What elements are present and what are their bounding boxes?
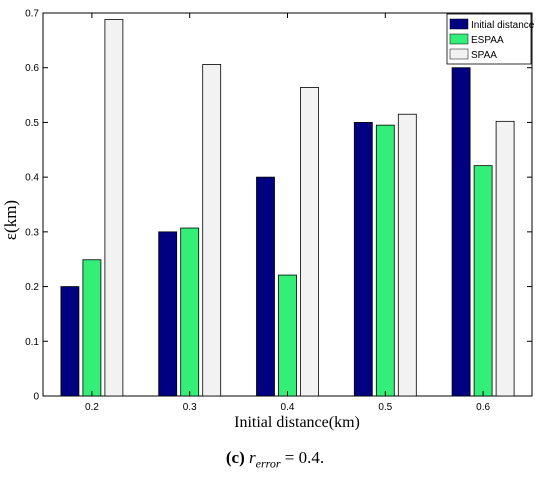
caption-subscript: error	[255, 456, 281, 471]
bar-initial-distance	[353, 122, 373, 397]
legend-label-spaa: SPAA	[471, 50, 497, 61]
x-tick-label: 0.4	[281, 402, 295, 413]
legend-swatch-initial-distance	[449, 18, 469, 30]
bar-espaa	[82, 259, 102, 397]
bar-spaa	[104, 19, 124, 397]
bar-chart: 0 0.1 0.2 0.3 0.4 0.5 0.6 0.7 0.2 0.3 0.4 0.5 0.6 I…	[1, 9, 535, 432]
y-axis-label: ε(km)	[1, 200, 20, 240]
y-tick-label: 0.3	[25, 227, 39, 238]
bar-spaa	[202, 64, 222, 397]
y-tick-label: 0.4	[25, 173, 39, 184]
bar-spaa	[397, 113, 417, 397]
caption-rest: = 0.4.	[280, 448, 325, 467]
y-axis: 0 0.1 0.2 0.3 0.4 0.5 0.6 0.7	[25, 9, 532, 403]
x-tick-label: 0.6	[476, 402, 490, 413]
bar-spaa	[495, 120, 515, 397]
x-tick-label: 0.2	[85, 402, 99, 413]
x-tick-label: 0.3	[183, 402, 197, 413]
legend-swatch-spaa	[449, 48, 469, 60]
bar-initial-distance	[60, 286, 80, 397]
bar-initial-distance	[256, 176, 275, 397]
legend-label-espaa: ESPAA	[471, 35, 504, 46]
x-tick-label: 0.5	[378, 402, 392, 413]
y-tick-label: 0.2	[25, 282, 39, 293]
figure-caption: (c) rerror = 0.4.	[0, 448, 550, 471]
y-tick-label: 0.7	[25, 9, 39, 20]
caption-label: (c)	[225, 448, 245, 467]
legend-swatch-espaa	[449, 33, 469, 45]
bars-group	[60, 19, 515, 397]
bar-initial-distance	[451, 67, 471, 397]
legend-label-initial-distance: Initial distance	[471, 20, 535, 31]
legend: Initial distance ESPAA SPAA	[446, 13, 535, 65]
caption-variable: r	[249, 448, 256, 467]
bar-espaa	[473, 165, 493, 397]
y-tick-label: 0.6	[25, 63, 39, 74]
bar-espaa	[180, 227, 200, 397]
bar-spaa	[300, 87, 319, 397]
bar-espaa	[278, 274, 297, 397]
bar-espaa	[375, 124, 395, 397]
x-axis-label: Initial distance(km)	[234, 414, 360, 431]
y-tick-label: 0.1	[25, 337, 39, 348]
y-tick-label: 0	[33, 392, 39, 403]
y-tick-label: 0.5	[25, 118, 39, 129]
bar-initial-distance	[158, 231, 178, 397]
